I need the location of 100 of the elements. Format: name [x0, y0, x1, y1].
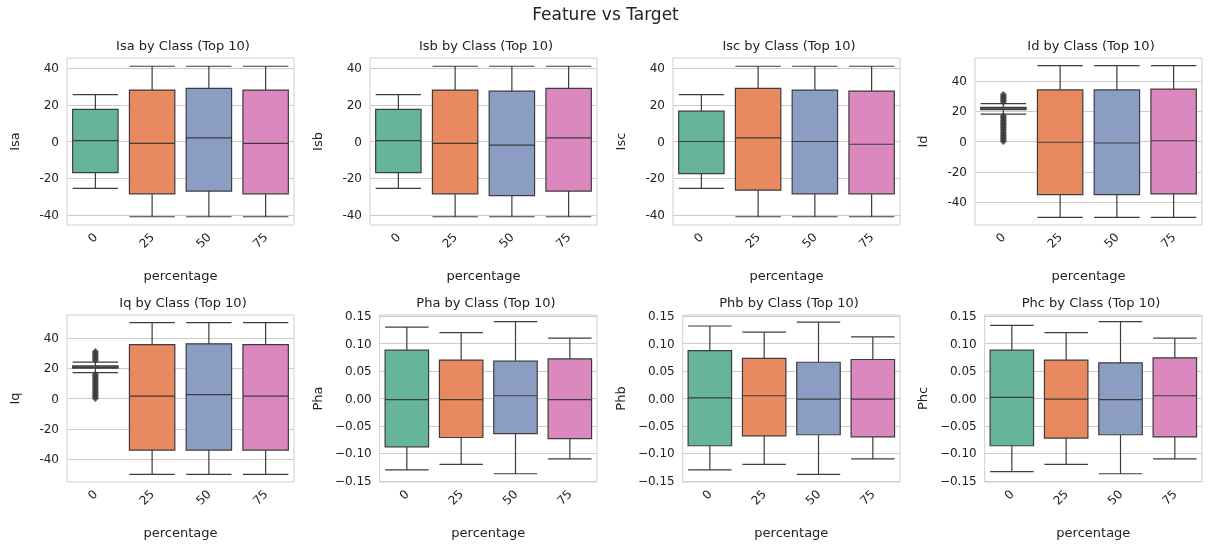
y-axis-title: Phc: [915, 386, 931, 411]
y-tick-label: 40: [346, 61, 362, 76]
x-tick-label: 75: [552, 230, 574, 251]
y-tick-label: 0.05: [647, 364, 675, 379]
x-tick-label: 0: [85, 487, 101, 503]
y-tick-label: −0.05: [637, 418, 675, 433]
x-tick-label: 25: [741, 230, 763, 251]
x-tick-label: 50: [1105, 487, 1126, 508]
x-tick-label: 50: [193, 230, 214, 251]
x-axis-title: percentage: [143, 525, 218, 540]
y-tick-label: 0: [656, 134, 665, 149]
y-tick-label: −0.10: [940, 446, 977, 461]
y-tick-label: 20: [951, 104, 968, 119]
y-tick-label: 0.15: [344, 309, 372, 324]
y-tick-label: 0: [959, 134, 968, 149]
y-tick-label: −0.15: [334, 473, 372, 488]
x-tick-label: 75: [855, 230, 877, 251]
x-tick-label: 0: [1001, 487, 1018, 503]
y-tick-label: -40: [644, 207, 665, 222]
x-tick-label: 75: [249, 487, 271, 508]
x-tick-label: 75: [1158, 230, 1179, 251]
y-axis-title: Isc: [612, 132, 628, 151]
x-axis-title: percentage: [451, 525, 526, 540]
y-tick-label: 40: [649, 61, 665, 76]
x-tick-label: 75: [249, 230, 271, 251]
x-tick-label: 50: [1101, 230, 1123, 251]
y-tick-label: 40: [43, 330, 59, 345]
y-tick-label: -20: [39, 421, 59, 436]
y-tick-label: −0.10: [334, 446, 372, 461]
y-tick-label: -40: [39, 452, 59, 467]
y-tick-label: 0.15: [950, 309, 977, 324]
x-tick-label: 75: [856, 487, 878, 508]
x-tick-label: 25: [439, 230, 460, 251]
y-tick-label: −0.15: [637, 473, 675, 488]
x-tick-label: 25: [1044, 230, 1066, 251]
y-tick-label: 20: [346, 97, 362, 112]
x-tick-label: 50: [193, 487, 214, 508]
x-axis-title: percentage: [1051, 268, 1126, 283]
chart-title: Iq by Class (Top 10): [119, 295, 247, 310]
y-axis-title: Isa: [7, 132, 22, 151]
x-tick-label: 50: [499, 487, 521, 508]
x-tick-label: 0: [690, 230, 706, 246]
y-tick-label: −0.05: [940, 418, 977, 433]
y-tick-label: 0: [51, 391, 59, 406]
y-tick-label: 0: [354, 134, 362, 149]
x-axis-title: percentage: [446, 268, 521, 283]
chart-title: Pha by Class (Top 10): [416, 295, 556, 310]
y-tick-label: 40: [43, 61, 59, 76]
y-tick-label: -20: [342, 171, 362, 186]
x-tick-label: 0: [993, 230, 1009, 246]
y-tick-label: -20: [644, 171, 665, 186]
x-tick-label: 25: [136, 230, 158, 251]
y-tick-label: −0.15: [940, 473, 977, 488]
x-axis-title: percentage: [1056, 525, 1131, 540]
chart-title: Isb by Class (Top 10): [418, 38, 553, 53]
x-tick-label: 25: [136, 487, 158, 508]
x-tick-label: 0: [85, 230, 101, 246]
chart-title: Isa by Class (Top 10): [116, 38, 250, 53]
y-tick-label: 0.00: [344, 391, 372, 406]
y-axis-title: Iq: [7, 392, 22, 405]
x-tick-label: 0: [396, 487, 412, 503]
chart-title: Phb by Class (Top 10): [718, 295, 859, 310]
y-tick-label: 0: [51, 134, 59, 149]
y-tick-label: −0.10: [637, 446, 675, 461]
x-tick-label: 50: [798, 230, 820, 251]
chart-title: Phc by Class (Top 10): [1021, 295, 1161, 310]
x-tick-label: 0: [699, 487, 715, 503]
x-axis-title: percentage: [753, 525, 828, 540]
y-tick-label: 0.00: [950, 391, 977, 406]
x-tick-label: 25: [445, 487, 466, 508]
chart-title: Isc by Class (Top 10): [721, 38, 856, 53]
x-tick-label: 50: [495, 230, 517, 251]
x-axis-title: percentage: [748, 268, 824, 283]
y-axis-title: Isb: [309, 132, 325, 151]
y-tick-label: 20: [649, 97, 665, 112]
x-tick-label: 75: [1159, 487, 1181, 508]
x-axis-title: percentage: [143, 268, 218, 283]
y-tick-label: 0.10: [647, 336, 675, 351]
chart-title: Id by Class (Top 10): [1027, 38, 1155, 53]
y-tick-label: -40: [947, 195, 968, 210]
y-tick-label: -20: [947, 164, 968, 179]
x-tick-label: 75: [553, 487, 575, 508]
y-tick-label: 40: [951, 73, 968, 88]
y-tick-label: 20: [43, 97, 59, 112]
y-tick-label: 0.05: [950, 364, 977, 379]
y-tick-label: -40: [342, 207, 362, 222]
y-tick-label: 0.00: [647, 391, 675, 406]
y-axis-title: Pha: [309, 386, 325, 411]
y-tick-label: 20: [43, 361, 59, 376]
y-tick-label: 0.10: [950, 336, 977, 351]
y-tick-label: 0.15: [647, 309, 675, 324]
y-tick-label: -40: [39, 207, 59, 222]
x-tick-label: 25: [747, 487, 769, 508]
text: Feature vs Target: [531, 4, 680, 24]
x-tick-label: 0: [387, 230, 404, 246]
y-axis-title: Id: [915, 135, 931, 148]
x-tick-label: 50: [802, 487, 823, 508]
y-tick-label: -20: [39, 171, 59, 186]
x-tick-label: 25: [1050, 487, 1072, 508]
y-tick-label: 0.05: [344, 364, 372, 379]
